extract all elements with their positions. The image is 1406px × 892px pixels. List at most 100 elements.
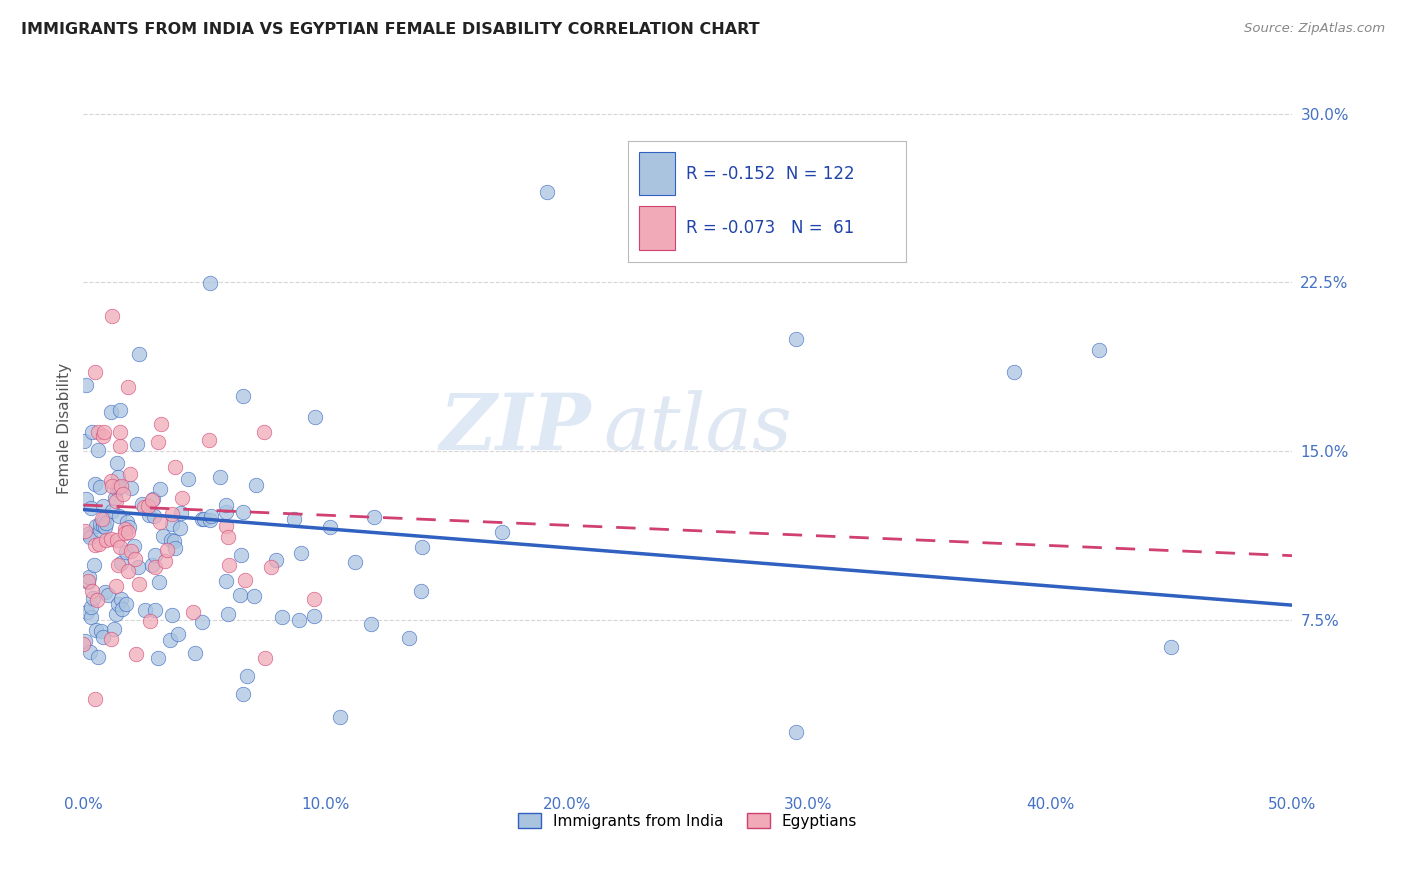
Point xyxy=(110,592,132,607)
Text: Source: ZipAtlas.com: Source: ZipAtlas.com xyxy=(1244,22,1385,36)
Text: ZIP: ZIP xyxy=(439,391,591,467)
Point xyxy=(1160,640,1182,654)
Point xyxy=(103,623,125,637)
Point xyxy=(218,558,240,572)
Point xyxy=(84,477,107,491)
Point xyxy=(93,425,115,439)
Point xyxy=(75,633,97,648)
Point xyxy=(111,602,134,616)
Point xyxy=(97,588,120,602)
Point xyxy=(101,309,124,323)
Point xyxy=(117,525,139,540)
Point xyxy=(107,597,129,611)
Point xyxy=(177,472,200,486)
Point xyxy=(142,491,165,506)
Point xyxy=(84,623,107,637)
Point xyxy=(87,442,110,457)
Text: R = -0.073   N =  61: R = -0.073 N = 61 xyxy=(686,219,855,237)
Point xyxy=(200,509,222,524)
Point xyxy=(141,558,163,573)
Point xyxy=(198,276,221,290)
Point xyxy=(198,513,221,527)
Point xyxy=(139,615,162,629)
Point xyxy=(100,474,122,488)
Point xyxy=(128,577,150,591)
Point xyxy=(1087,343,1109,357)
Point xyxy=(253,425,276,439)
Point xyxy=(160,507,183,521)
Point xyxy=(111,486,134,500)
Y-axis label: Female Disability: Female Disability xyxy=(58,363,72,494)
Point xyxy=(785,725,807,739)
Point xyxy=(110,479,132,493)
Point xyxy=(84,365,107,379)
Point xyxy=(108,508,131,523)
Point xyxy=(398,631,420,645)
Point xyxy=(108,439,131,453)
Point xyxy=(134,602,156,616)
Point xyxy=(136,499,159,513)
Point xyxy=(233,574,256,588)
Point xyxy=(110,425,132,439)
Point xyxy=(89,523,111,537)
Point xyxy=(290,546,312,560)
Point xyxy=(117,515,139,529)
Point xyxy=(91,499,114,513)
Point xyxy=(166,627,188,641)
Point xyxy=(302,592,325,607)
Point xyxy=(152,528,174,542)
Point xyxy=(91,512,114,526)
Point xyxy=(253,651,276,665)
Point xyxy=(143,560,166,574)
Point xyxy=(785,332,807,346)
Point xyxy=(191,512,214,526)
Point xyxy=(170,506,193,520)
Point xyxy=(80,584,103,599)
Point xyxy=(360,616,382,631)
Point xyxy=(163,459,186,474)
Point xyxy=(104,494,127,508)
Point xyxy=(536,186,558,200)
Point xyxy=(101,504,124,518)
Point xyxy=(170,491,193,505)
Point xyxy=(84,691,107,706)
Point xyxy=(127,437,149,451)
Point xyxy=(105,607,128,622)
Point xyxy=(120,481,142,495)
Point xyxy=(107,558,129,572)
Point xyxy=(343,555,366,569)
Point xyxy=(84,519,107,533)
Point xyxy=(108,403,131,417)
Point xyxy=(75,492,97,507)
Point xyxy=(82,425,104,439)
Point xyxy=(132,500,155,514)
Point xyxy=(100,533,122,547)
Point xyxy=(118,467,141,482)
Point xyxy=(79,530,101,544)
Point xyxy=(149,417,172,431)
Point xyxy=(77,527,100,541)
Point xyxy=(160,607,183,622)
Point xyxy=(1002,365,1025,379)
Point xyxy=(100,404,122,418)
Text: IMMIGRANTS FROM INDIA VS EGYPTIAN FEMALE DISABILITY CORRELATION CHART: IMMIGRANTS FROM INDIA VS EGYPTIAN FEMALE… xyxy=(21,22,759,37)
Point xyxy=(117,564,139,578)
Point xyxy=(108,540,131,554)
Point xyxy=(93,585,115,599)
Point xyxy=(73,434,96,448)
Point xyxy=(91,630,114,644)
Point xyxy=(76,574,98,589)
Point xyxy=(108,480,131,494)
Point xyxy=(73,524,96,538)
Point xyxy=(110,556,132,570)
Point xyxy=(115,597,138,611)
Point xyxy=(302,609,325,624)
Point xyxy=(84,537,107,551)
Point xyxy=(117,380,139,394)
Point xyxy=(270,609,292,624)
Point xyxy=(83,558,105,573)
Point xyxy=(141,493,163,508)
Point xyxy=(94,533,117,547)
Point xyxy=(319,519,342,533)
Point xyxy=(105,579,128,593)
